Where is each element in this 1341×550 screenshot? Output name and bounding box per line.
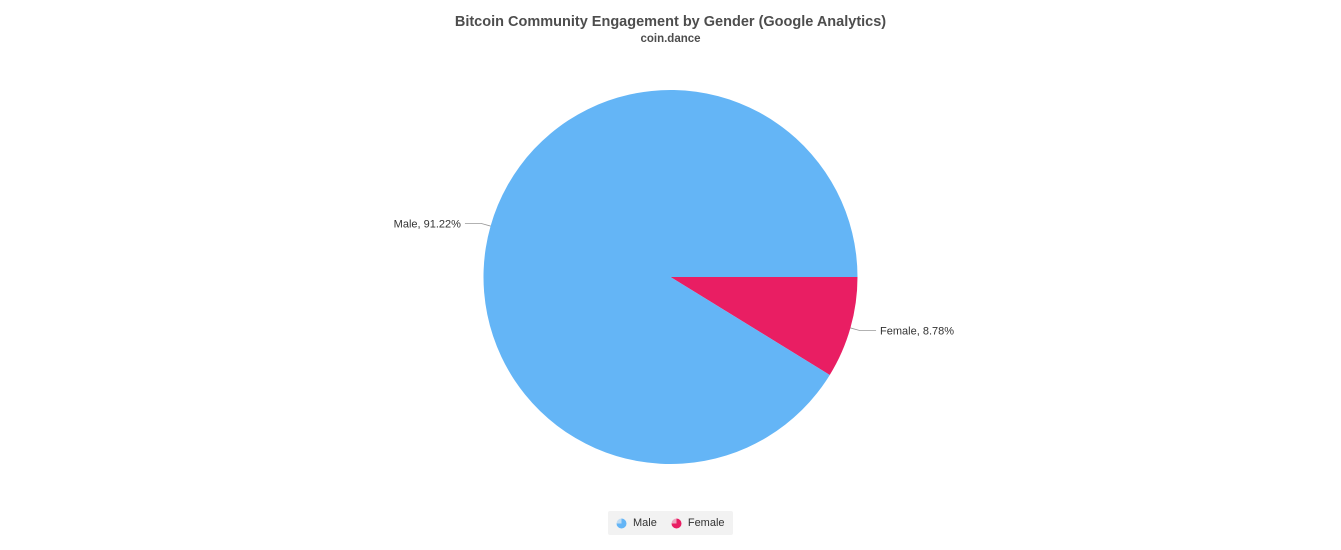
pie-slice-male[interactable]	[483, 89, 858, 464]
legend-swatch-male-wedge	[616, 518, 622, 523]
legend-swatch-female-wedge	[671, 518, 677, 523]
pie-slice-icon	[616, 518, 627, 528]
chart-title: Bitcoin Community Engagement by Gender (…	[454, 14, 887, 30]
pie-slice-female[interactable]	[670, 277, 858, 376]
leader-line-male	[464, 222, 491, 227]
legend-item-female[interactable]: Female	[671, 517, 725, 529]
leader-line-female	[850, 327, 877, 332]
slice-label-male: Male, 91.22%	[394, 218, 461, 230]
legend-swatch-female-shape	[671, 518, 682, 528]
legend-swatch-male-shape	[616, 518, 627, 528]
chart-subtitle: coin.dance	[640, 33, 701, 45]
legend-item-male[interactable]: Male	[616, 517, 657, 529]
legend-label-male: Male	[633, 517, 657, 529]
legend-label-female: Female	[687, 517, 725, 529]
chart-legend: Male Female	[608, 511, 733, 535]
pie-slice-icon	[671, 518, 682, 528]
slice-label-female: Female, 8.78%	[880, 326, 954, 338]
